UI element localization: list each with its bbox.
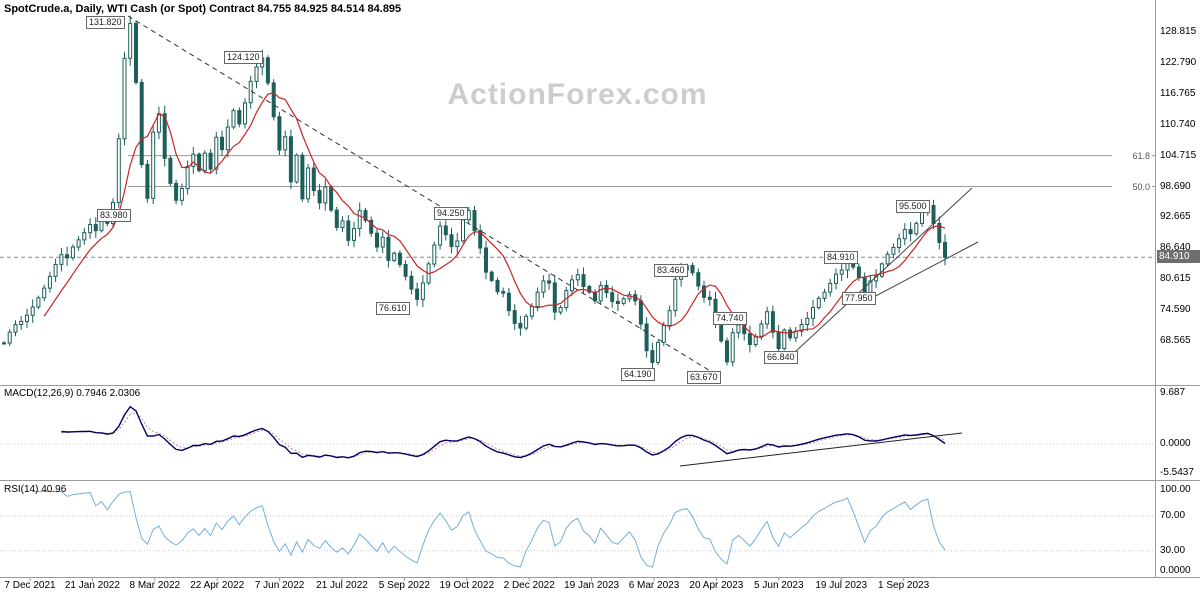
date-axis-label: 19 Jan 2023 xyxy=(564,580,620,591)
date-axis-label: 22 Apr 2022 xyxy=(190,580,245,591)
date-axis-label: 8 Mar 2022 xyxy=(129,580,181,591)
macd-axis-label: -5.5437 xyxy=(1160,467,1194,478)
price-axis-label: 116.765 xyxy=(1160,88,1196,99)
fib-ratio-label: 50.0 xyxy=(1112,181,1152,193)
macd-trendline xyxy=(679,432,963,467)
date-axis-label: 19 Oct 2022 xyxy=(439,580,495,591)
price-axis-label: 98.690 xyxy=(1160,181,1191,192)
date-axis-label: 1 Sep 2023 xyxy=(878,580,930,591)
macd-axis-label: 0.0000 xyxy=(1160,438,1191,449)
date-axis-label: 20 Apr 2023 xyxy=(689,580,744,591)
price-axis-label: 92.665 xyxy=(1160,211,1191,222)
price-annotation-box[interactable]: 74.740 xyxy=(713,312,747,325)
price-annotation-box[interactable]: 94.250 xyxy=(434,207,468,220)
date-axis-label: 5 Jun 2023 xyxy=(754,580,804,591)
price-annotation-box[interactable]: 77.950 xyxy=(842,292,876,305)
price-axis-label: 80.615 xyxy=(1160,273,1191,284)
rsi-axis-label: 100.00 xyxy=(1160,484,1191,495)
price-axis-label: 104.715 xyxy=(1160,150,1197,161)
rsi-axis-label: 0.0000 xyxy=(1160,565,1191,576)
price-axis-label: 68.565 xyxy=(1160,335,1191,346)
price-annotation-box[interactable]: 95.500 xyxy=(896,200,930,213)
current-price-tag: 84.910 xyxy=(1157,250,1200,263)
panel-border-layer xyxy=(0,0,1200,581)
candlestick-layer[interactable] xyxy=(2,15,947,371)
fib-ratio-label: 61.8 xyxy=(1112,150,1152,162)
chart-title: SpotCrude.a, Daily, WTI Cash (or Spot) C… xyxy=(4,3,402,15)
grid-layer xyxy=(0,256,1155,552)
date-axis-label: 19 Jul 2023 xyxy=(815,580,868,591)
macd-indicator-label: MACD(12,26,9) 0.7946 2.0306 xyxy=(4,388,141,399)
date-axis-label: 2 Dec 2022 xyxy=(503,580,555,591)
macd-layer[interactable] xyxy=(61,405,963,467)
price-annotation-box[interactable]: 66.840 xyxy=(764,351,798,364)
price-annotation-box[interactable]: 83.980 xyxy=(97,209,131,222)
trendline-layer[interactable] xyxy=(127,15,979,373)
rsi-indicator-label: RSI(14) 40.96 xyxy=(4,484,67,495)
rsi-layer[interactable] xyxy=(32,491,946,568)
rising-support-line xyxy=(867,241,979,301)
rising-channel-upper-line xyxy=(794,187,973,353)
rsi-axis-label: 30.00 xyxy=(1160,545,1186,556)
moving-average-line[interactable] xyxy=(43,92,946,339)
price-axis-label: 128.815 xyxy=(1160,26,1197,37)
rsi-axis-label: 70.00 xyxy=(1160,510,1186,521)
fib-level-layer[interactable] xyxy=(128,155,1155,187)
date-axis-label: 5 Sep 2022 xyxy=(378,580,430,591)
watermark: ActionForex.com xyxy=(447,78,708,111)
price-axis-label: 86.640 xyxy=(1160,242,1191,253)
price-annotation-box[interactable]: 124.120 xyxy=(224,51,263,64)
date-axis-label: 21 Jan 2022 xyxy=(64,580,120,591)
price-annotation-box[interactable]: 63.670 xyxy=(687,371,721,384)
price-annotation-box[interactable]: 64.190 xyxy=(621,368,655,381)
descending-resistance-line xyxy=(127,15,713,373)
price-annotation-box[interactable]: 84.910 xyxy=(824,251,858,264)
price-axis-label: 74.590 xyxy=(1160,304,1191,315)
date-axis-label: 7 Dec 2021 xyxy=(4,580,56,591)
price-annotation-box[interactable]: 83.460 xyxy=(654,264,688,277)
macd-axis-label: 9.687 xyxy=(1160,387,1186,398)
price-annotation-box[interactable]: 76.610 xyxy=(376,302,410,315)
price-annotation-box[interactable]: 131.820 xyxy=(86,16,125,29)
price-axis-label: 110.740 xyxy=(1160,119,1196,130)
date-axis-label: 6 Mar 2023 xyxy=(628,580,680,591)
date-axis-label: 21 Jul 2022 xyxy=(316,580,368,591)
date-axis-label: 7 Jun 2022 xyxy=(254,580,305,591)
price-axis-label: 122.790 xyxy=(1160,57,1197,68)
